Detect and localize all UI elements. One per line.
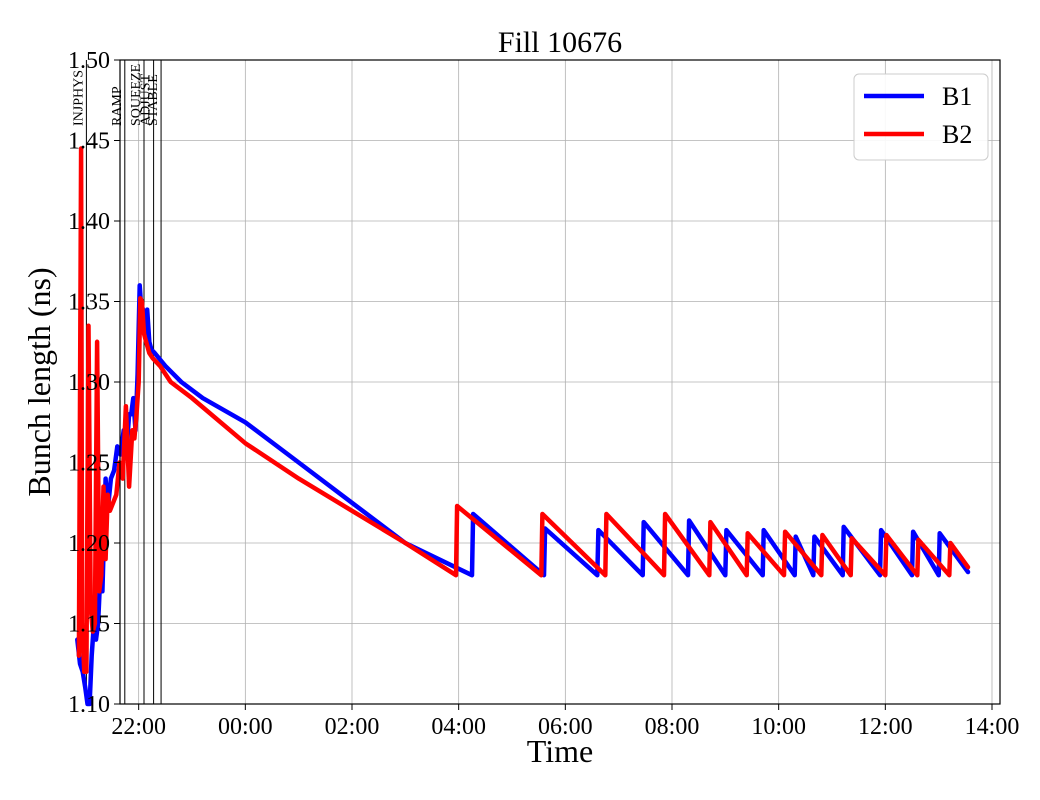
- y-tick-label: 1.10: [68, 692, 110, 718]
- x-tick-label: 22:00: [111, 714, 166, 740]
- series-lines: [75, 146, 971, 707]
- x-tick-label: 02:00: [325, 714, 380, 740]
- legend-entry: B2: [942, 120, 972, 149]
- y-axis-label: Bunch length (ns): [21, 267, 57, 496]
- y-tick-label: 1.45: [68, 129, 110, 155]
- y-tick-label: 1.25: [68, 451, 110, 477]
- phase-marker-label: RAMP: [110, 86, 125, 126]
- y-tick-label: 1.15: [68, 612, 110, 638]
- x-tick-label: 00:00: [218, 714, 273, 740]
- y-tick-label: 1.40: [68, 209, 110, 235]
- phase-marker-label: SQUEEZE: [129, 64, 144, 126]
- x-tick-label: 14:00: [965, 714, 1020, 740]
- x-tick-label: 08:00: [645, 714, 700, 740]
- phase-marker-label: ADJUST: [139, 73, 154, 126]
- legend-entry: B1: [942, 82, 972, 111]
- y-tick-label: 1.30: [68, 370, 110, 396]
- x-tick-label: 12:00: [858, 714, 913, 740]
- phase-marker-label: STABLE: [146, 74, 161, 126]
- x-tick-label: 10:00: [751, 714, 806, 740]
- x-axis-label: Time: [527, 733, 593, 769]
- axis-ticks: 22:00 00:00 02:00 04:00 06:00 08:00 10:00 12:00…: [68, 48, 1019, 740]
- phase-marker-label: INJPHYS: [71, 70, 86, 126]
- y-tick-label: 1.50: [68, 48, 110, 74]
- y-tick-label: 1.35: [68, 290, 110, 316]
- chart-title: Fill 10676: [498, 26, 622, 59]
- y-tick-label: 1.20: [68, 531, 110, 557]
- x-tick-label: 06:00: [538, 714, 593, 740]
- x-tick-label: 04:00: [431, 714, 486, 740]
- series-line-b2: [76, 146, 971, 675]
